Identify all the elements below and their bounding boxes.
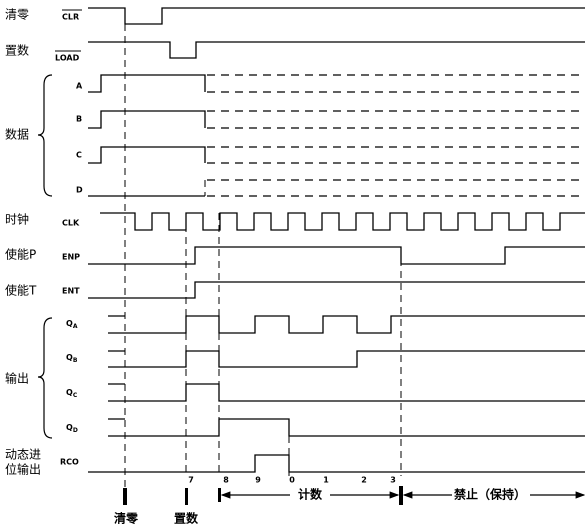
waveform	[108, 315, 585, 334]
output-name: QC	[66, 388, 78, 399]
waveform	[88, 41, 585, 59]
signal-name: CLK	[62, 219, 80, 228]
waveform	[88, 454, 585, 473]
signal-name: D	[76, 186, 83, 195]
signal-name: ENT	[62, 287, 80, 296]
row-label: 位输出	[5, 462, 41, 477]
bottom-label: 计数	[298, 487, 323, 502]
marker	[123, 488, 127, 505]
count-label: 9	[255, 476, 261, 485]
waveform	[108, 350, 585, 368]
row-label: 动态进	[5, 448, 41, 462]
signal-name: CLR	[62, 13, 79, 22]
output-name: QB	[66, 353, 78, 364]
signal-name: RCO	[60, 458, 79, 467]
count-label: 0	[289, 476, 295, 485]
marker	[399, 486, 403, 505]
count-label: 8	[223, 476, 229, 485]
waveforms	[88, 7, 585, 473]
waveform	[100, 212, 585, 231]
waveform	[88, 7, 585, 25]
labels: 清零 置数 数据 时钟 使能P 使能T 输出 动态进 位输出 CLR LOAD …	[5, 8, 526, 526]
count-label: 3	[390, 476, 396, 485]
row-label: 数据	[5, 127, 29, 142]
waveform	[88, 246, 585, 265]
bottom-label: 禁止（保持）	[454, 487, 526, 502]
bottom-label: 清零	[114, 511, 139, 526]
marker	[185, 488, 188, 505]
brace	[37, 317, 53, 439]
waveform	[88, 110, 206, 129]
waveform	[88, 281, 585, 299]
row-label: 输出	[5, 371, 29, 386]
waveform	[108, 418, 585, 437]
output-name: QD	[66, 423, 78, 434]
count-label: 7	[188, 476, 194, 485]
signal-name: A	[76, 82, 83, 91]
row-label: 清零	[5, 8, 29, 22]
row-label: 置数	[5, 43, 29, 58]
marker	[218, 488, 221, 502]
bottom-label: 置数	[174, 511, 199, 526]
row-label: 时钟	[5, 212, 29, 227]
row-label: 使能T	[5, 283, 37, 298]
waveform	[88, 74, 206, 93]
waveform	[108, 383, 585, 402]
waveform	[88, 146, 206, 164]
count-label: 1	[323, 476, 329, 485]
signal-name: LOAD	[55, 54, 80, 63]
brace	[37, 74, 53, 197]
signal-name: ENP	[62, 253, 80, 262]
output-name: QA	[66, 319, 78, 330]
row-label: 使能P	[5, 247, 36, 262]
count-label: 2	[361, 476, 367, 485]
signal-name: B	[76, 115, 82, 124]
signal-name: C	[76, 151, 82, 160]
